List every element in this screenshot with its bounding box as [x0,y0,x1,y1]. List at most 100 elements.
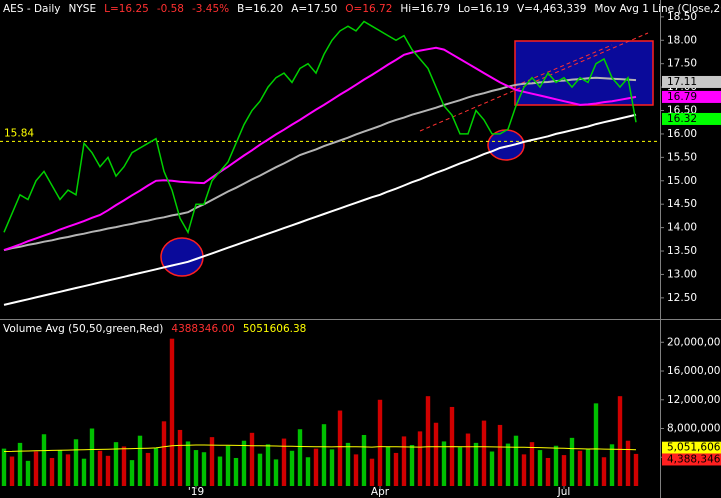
volume-bar [281,438,287,486]
y-tick-label: 18.00 [667,34,697,46]
volume-bar [329,449,335,486]
volume-bar [385,446,391,486]
volume-bar [41,434,47,486]
y-tick-label: 15.00 [667,175,697,187]
volume-bar [81,458,87,486]
volume-bar [225,445,231,486]
volume-bar [273,459,279,486]
price-badge [662,90,721,103]
title-part: Volume Avg (50,50,green,Red) [3,323,163,335]
title-part: Lo=16.19 [458,3,509,15]
y-tick-label: 18.50 [667,11,697,23]
volume-bar [177,429,183,486]
volume-bar [481,420,487,486]
volume-bar [369,458,375,486]
volume-bar [201,452,207,486]
volume-bar [457,447,463,486]
volume-bar [465,433,471,486]
volume-bar [425,396,431,486]
volume-bar [121,446,127,486]
volume-bar [505,443,511,486]
volume-bar [409,445,415,486]
title-part: Mov Avg 1 Line (Close,20 [594,3,721,15]
volume-bar [625,440,631,486]
volume-bar [241,440,247,486]
volume-badge-label: 5,051,606 [667,442,721,454]
volume-bar [105,455,111,486]
volume-bar [361,434,367,486]
volume-bar [65,454,71,486]
volume-bar [345,442,351,486]
y-tick-label: 12,000,000 [667,394,721,406]
volume-bar [489,451,495,486]
volume-bar [433,422,439,486]
volume-badge-label: 4,388,346 [667,453,721,465]
volume-bar [617,396,623,486]
volume-bar [401,436,407,486]
title-part: L=16.25 [104,3,149,15]
volume-bar [353,454,359,486]
volume-bar [337,410,343,486]
volume-bar [129,460,135,486]
volume-average [3,444,637,452]
volume-bar [593,403,599,486]
volume-bar [513,435,519,486]
volume-bar [553,445,559,486]
volume-bar [529,442,535,486]
volume-bar [321,424,327,486]
volume-bar [473,442,479,486]
volume-bar [209,437,215,486]
volume-bar [569,437,575,486]
volume-bar [377,399,383,486]
volume-bar [561,455,567,486]
volume-bar [417,431,423,486]
y-tick-label: 14.50 [667,198,697,210]
volume-bar [305,457,311,486]
volume-bar [89,428,95,486]
volume-bar [297,429,303,486]
volume-badge [662,453,721,466]
volume-bar [249,432,255,486]
volume-bar [73,439,79,486]
y-tick-label: 17.50 [667,58,697,70]
title-part: V=4,463,339 [517,3,586,15]
volume-bar [545,457,551,486]
y-tick-label: 8,000,000 [667,423,720,435]
y-tick-label: 16.00 [667,128,697,140]
moving-average [3,113,637,306]
volume-bar [585,449,591,486]
x-tick-label: '19 [188,486,204,498]
moving-average [3,46,637,252]
x-tick-label: Apr [371,486,390,498]
volume-bar [97,450,103,486]
volume-bar [137,435,143,486]
volume-bar [289,450,295,486]
volume-bar [609,444,615,486]
y-tick-label: 12.50 [667,292,697,304]
price-line [3,20,637,235]
volume-bar [633,453,639,486]
volume-bar [113,442,119,486]
volume-bar [265,444,271,486]
volume-bar [577,450,583,486]
moving-average [3,76,637,252]
volume-bar [601,457,607,486]
volume-bar [257,453,263,486]
y-tick-label: 13.00 [667,268,697,280]
title-part: Hi=16.79 [400,3,450,15]
y-tick-label: 20,000,000 [667,336,721,348]
volume-bar [497,424,503,486]
x-tick-label: Jul [557,486,571,498]
price-badge [662,75,721,88]
price-badge-label: 17.11 [667,76,697,88]
volume-bar [49,457,55,486]
highlight-circle [160,237,204,277]
volume-bar [441,441,447,486]
title-part: O=16.72 [345,3,392,15]
price-badge-label: 16.79 [667,91,697,103]
title-part: B=16.20 [237,3,283,15]
volume-bar [1,448,7,486]
volume-badge [662,441,721,454]
volume-bar [313,448,319,486]
